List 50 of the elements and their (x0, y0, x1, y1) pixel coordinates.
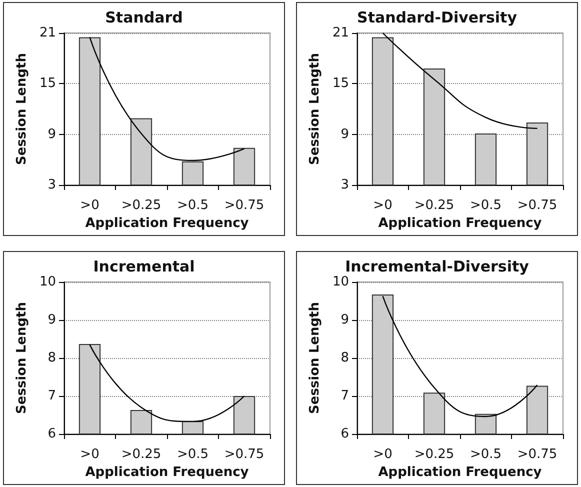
x-tick-label: >0.5 (470, 446, 502, 462)
x-tick-label: >0.75 (224, 446, 264, 462)
y-tick-label: 7 (48, 388, 56, 403)
x-tick-label: >0.25 (121, 198, 162, 213)
x-tick-label: >0 (373, 198, 392, 213)
y-tick-label: 15 (332, 76, 349, 92)
y-tick-label: 3 (340, 178, 349, 192)
x-tick-label: >0.75 (517, 446, 558, 462)
x-tick-label: >0 (373, 446, 392, 462)
y-tick-label: 6 (48, 426, 56, 441)
line-series (382, 294, 538, 417)
y-tick-label: 9 (340, 312, 349, 327)
y-tick-label: 9 (340, 126, 349, 142)
y-tick-label: 7 (340, 388, 349, 403)
y-tick-label: 9 (48, 126, 56, 142)
line-series (382, 32, 538, 130)
x-tick-label: >0.25 (414, 446, 454, 462)
x-tick-label: >0 (80, 446, 100, 462)
y-axis-title: Session Length (308, 53, 323, 165)
y-tick-label: 3 (48, 178, 56, 192)
x-tick-label: >0.25 (121, 446, 162, 462)
chart-title: Incremental-Diversity (345, 257, 530, 275)
x-tick-label: >0.75 (517, 198, 558, 213)
y-tick-label: 8 (48, 350, 56, 365)
x-tick-label: >0.5 (470, 198, 502, 213)
y-tick-label: 21 (332, 26, 349, 40)
y-axis-title: Session Length (308, 302, 323, 414)
line-series (89, 344, 245, 422)
line-series (89, 36, 245, 162)
x-tick-label: >0.25 (414, 198, 454, 213)
x-tick-label: >0.5 (176, 198, 209, 213)
y-axis-title: Session Length (14, 53, 30, 165)
x-axis-title: Application Frequency (85, 216, 250, 231)
chart-title: Standard (105, 8, 183, 26)
x-axis-title: Application Frequency (85, 464, 250, 480)
chart-title: Standard-Diversity (357, 8, 518, 26)
x-axis-title: Application Frequency (378, 464, 542, 480)
x-tick-label: >0 (80, 198, 100, 213)
y-tick-label: 15 (39, 76, 56, 92)
y-tick-label: 9 (48, 312, 56, 327)
x-tick-label: >0.75 (224, 198, 264, 213)
y-tick-label: 8 (340, 350, 349, 365)
x-axis-title: Application Frequency (378, 216, 542, 231)
chart-title: Incremental (93, 257, 195, 275)
y-tick-label: 6 (340, 426, 349, 441)
y-tick-label: 10 (39, 274, 56, 289)
y-tick-label: 21 (39, 26, 56, 40)
y-tick-label: 10 (332, 274, 349, 289)
y-axis-title: Session Length (14, 302, 30, 414)
x-tick-label: >0.5 (176, 446, 209, 462)
